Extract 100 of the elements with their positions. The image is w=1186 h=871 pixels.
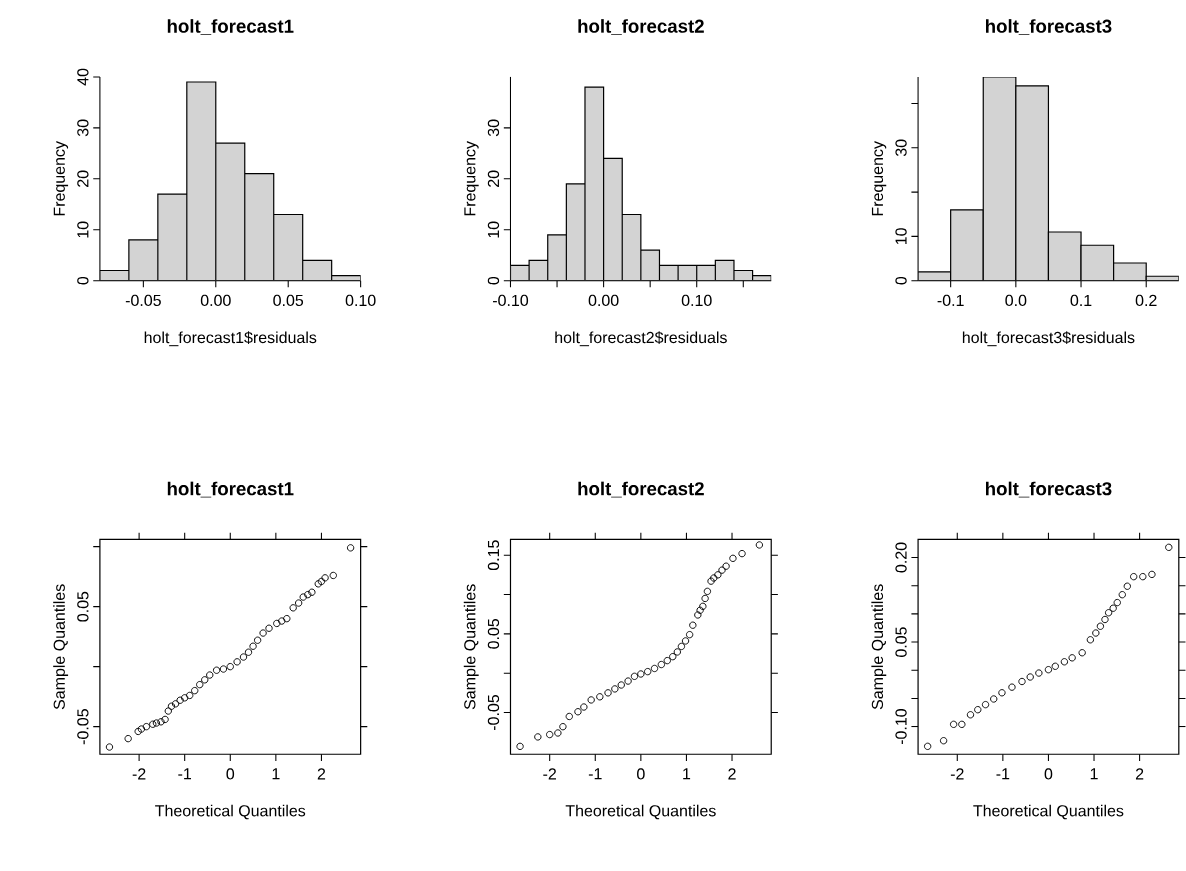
y-tick-label: 40 [77, 68, 89, 86]
x-tick-label: -2 [950, 768, 964, 780]
y-tick-label: 0.05 [895, 627, 907, 657]
y-tick-label: -0.05 [487, 694, 500, 730]
point [299, 593, 307, 601]
point [278, 617, 286, 625]
point [516, 742, 524, 750]
point [981, 700, 990, 709]
point [196, 680, 204, 689]
x-axis-title: holt_forecast1$residuals [144, 331, 317, 347]
point [755, 541, 764, 549]
point [134, 727, 142, 736]
x-tick-label: -0.05 [125, 294, 161, 306]
y-axis-title: Frequency [53, 141, 69, 216]
point [974, 705, 982, 714]
point [152, 719, 161, 727]
point [161, 715, 169, 724]
point [949, 720, 958, 728]
point [157, 718, 165, 726]
x-tick-label: 0.1 [1070, 294, 1092, 306]
point [137, 725, 146, 733]
point [611, 685, 619, 693]
point [314, 580, 322, 588]
x-axis-title: holt_forecast2$residuals [555, 331, 727, 347]
y-tick-label: -0.10 [895, 708, 907, 745]
point [604, 689, 612, 697]
point [923, 742, 932, 750]
y-tick-label: 10 [895, 228, 907, 245]
y-tick-label: 0.05 [487, 618, 500, 649]
y-tick-label: 0.20 [895, 542, 907, 573]
point [317, 577, 326, 586]
y-axis-title: Sample Quantiles [463, 584, 479, 710]
point [707, 577, 715, 585]
point [244, 648, 253, 656]
point [1118, 590, 1126, 599]
x-axis-title: Theoretical Quantiles [565, 804, 716, 820]
point [546, 730, 554, 739]
point [1104, 609, 1113, 617]
point [1165, 543, 1173, 551]
point [142, 722, 151, 731]
x-tick-label: 0.2 [1135, 294, 1157, 306]
point [696, 606, 704, 614]
point [958, 720, 966, 728]
point [617, 681, 625, 689]
point [718, 566, 726, 574]
chart-title: holt_forecast3 [986, 19, 1112, 35]
point [637, 670, 645, 678]
point [1051, 662, 1059, 670]
point [565, 712, 573, 721]
point [186, 691, 194, 700]
point [580, 703, 588, 711]
x-tick-label: 0.05 [273, 294, 304, 306]
y-tick-label: 0 [77, 276, 89, 285]
point [265, 624, 273, 632]
point [1113, 598, 1121, 607]
y-tick-label: 0.05 [77, 591, 89, 622]
x-tick-label: 0.10 [681, 294, 712, 306]
x-tick-label: -2 [132, 768, 146, 780]
point [663, 656, 671, 665]
point [249, 642, 257, 650]
point [657, 660, 666, 669]
point [124, 734, 132, 743]
point [677, 642, 686, 651]
point [1101, 615, 1109, 624]
x-tick-label: 0 [1044, 768, 1053, 780]
point [685, 630, 694, 639]
point [689, 621, 697, 629]
x-tick-label: 2 [1135, 768, 1144, 780]
x-tick-label: 1 [683, 768, 691, 780]
x-tick-label: -1 [588, 768, 602, 780]
point [722, 562, 730, 570]
point [694, 611, 702, 619]
point [167, 702, 176, 710]
point [630, 672, 639, 680]
point [176, 696, 184, 704]
point [321, 574, 329, 582]
point [273, 619, 281, 628]
x-tick-label: -1 [996, 768, 1010, 780]
point [699, 602, 707, 610]
x-tick-label: 1 [1090, 768, 1098, 780]
point [1018, 677, 1026, 686]
point [998, 689, 1006, 697]
point [239, 653, 248, 661]
point [574, 708, 582, 716]
point [729, 554, 737, 562]
point [1130, 572, 1138, 581]
y-axis-title: Frequency [871, 141, 887, 216]
point [624, 677, 632, 685]
x-tick-label: 1 [272, 768, 280, 780]
x-tick-label: -0.1 [937, 294, 964, 306]
point [1078, 649, 1086, 657]
point [703, 587, 712, 595]
chart-title: holt_forecast1 [167, 481, 294, 498]
point [149, 720, 157, 728]
point [346, 544, 355, 552]
point [559, 722, 567, 731]
y-tick-label: 30 [895, 139, 907, 157]
point [644, 667, 652, 676]
y-tick-label: 30 [487, 119, 500, 137]
point [253, 636, 262, 644]
